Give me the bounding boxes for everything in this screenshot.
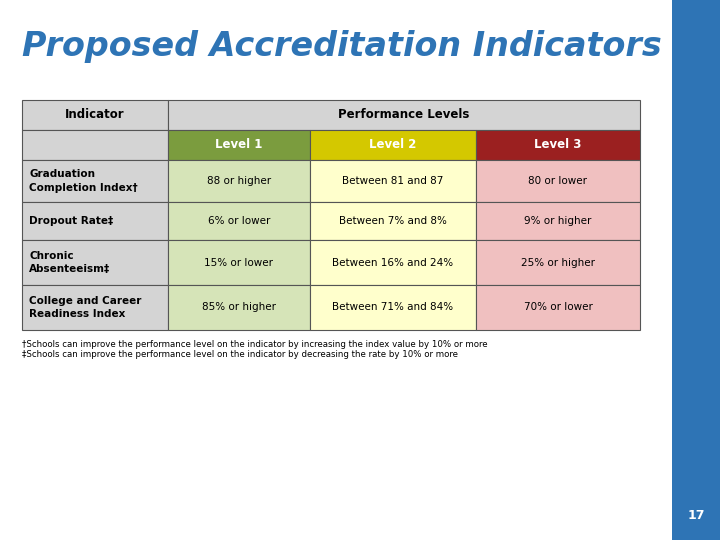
Text: 9% or higher: 9% or higher xyxy=(524,216,592,226)
Bar xyxy=(476,202,640,240)
Text: 88 or higher: 88 or higher xyxy=(207,176,271,186)
Text: Performance Levels: Performance Levels xyxy=(338,109,469,122)
Text: Level 2: Level 2 xyxy=(369,138,417,152)
Bar xyxy=(22,160,168,202)
Text: 15% or lower: 15% or lower xyxy=(204,258,274,267)
Text: Between 71% and 84%: Between 71% and 84% xyxy=(333,302,454,313)
Text: 25% or higher: 25% or higher xyxy=(521,258,595,267)
Bar xyxy=(310,285,476,330)
Bar xyxy=(476,130,640,160)
Bar xyxy=(476,160,640,202)
Bar xyxy=(22,240,168,285)
Bar xyxy=(310,202,476,240)
Text: 6% or lower: 6% or lower xyxy=(208,216,270,226)
Text: Proposed Accreditation Indicators: Proposed Accreditation Indicators xyxy=(22,30,662,63)
Bar xyxy=(22,100,168,130)
Bar xyxy=(168,202,310,240)
Text: Between 7% and 8%: Between 7% and 8% xyxy=(339,216,447,226)
Bar xyxy=(310,160,476,202)
Bar xyxy=(168,240,310,285)
Bar xyxy=(476,240,640,285)
Bar xyxy=(22,202,168,240)
Text: Graduation
Completion Index†: Graduation Completion Index† xyxy=(29,170,138,193)
Text: Level 1: Level 1 xyxy=(215,138,263,152)
Text: Indicator: Indicator xyxy=(66,109,125,122)
Text: Chronic
Absenteeism‡: Chronic Absenteeism‡ xyxy=(29,251,110,274)
Bar xyxy=(168,100,640,130)
Text: †Schools can improve the performance level on the indicator by increasing the in: †Schools can improve the performance lev… xyxy=(22,340,487,349)
Bar xyxy=(672,0,720,540)
Text: College and Career
Readiness Index: College and Career Readiness Index xyxy=(29,296,141,319)
Bar xyxy=(22,285,168,330)
Text: 17: 17 xyxy=(688,509,705,522)
Text: Dropout Rate‡: Dropout Rate‡ xyxy=(29,216,113,226)
Text: ‡Schools can improve the performance level on the indicator by decreasing the ra: ‡Schools can improve the performance lev… xyxy=(22,350,458,359)
Text: Between 81 and 87: Between 81 and 87 xyxy=(342,176,444,186)
Bar xyxy=(476,285,640,330)
Text: 70% or lower: 70% or lower xyxy=(523,302,593,313)
Text: Between 16% and 24%: Between 16% and 24% xyxy=(333,258,454,267)
Text: Level 3: Level 3 xyxy=(534,138,582,152)
Bar xyxy=(168,160,310,202)
Bar xyxy=(22,130,168,160)
Text: 80 or lower: 80 or lower xyxy=(528,176,588,186)
Bar xyxy=(168,285,310,330)
Bar xyxy=(310,130,476,160)
Text: 85% or higher: 85% or higher xyxy=(202,302,276,313)
Bar xyxy=(310,240,476,285)
Bar xyxy=(168,130,310,160)
